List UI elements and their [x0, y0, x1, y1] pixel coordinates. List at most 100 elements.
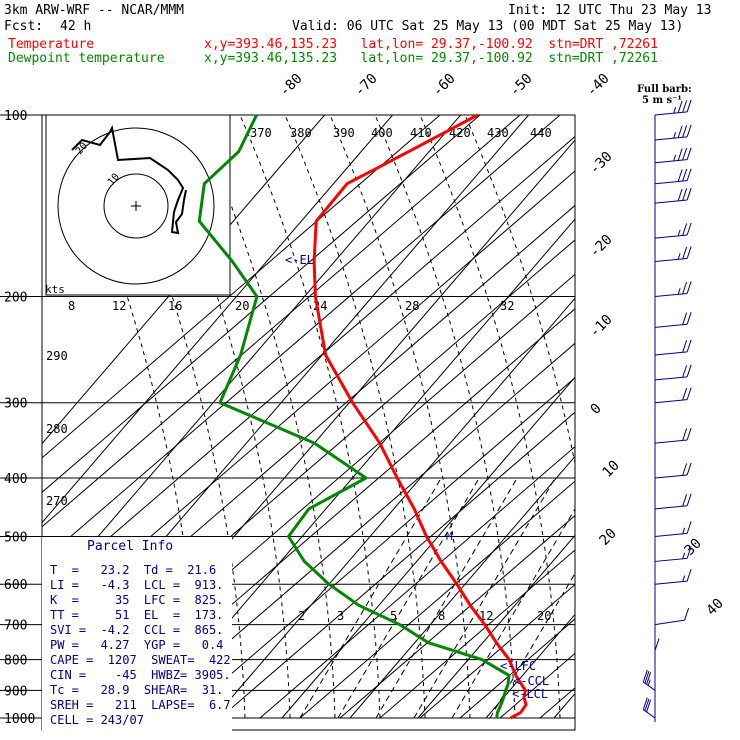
dry-adiabat [42, 115, 561, 562]
dry-adiabat-label-280: 280 [46, 422, 68, 436]
hodograph-trace [71, 124, 187, 235]
dry-adiabat-label-400: 400 [371, 126, 393, 140]
wind-barb-225 [654, 312, 692, 328]
dry-adiabat [379, 549, 575, 719]
dry-adiabat [499, 652, 575, 719]
isotherm--20 [213, 297, 575, 719]
model-title: 3km ARW-WRF -- NCAR/MMM [4, 3, 185, 18]
wind-barb-600 [654, 568, 692, 585]
dry-adiabat-label-430: 430 [487, 126, 509, 140]
dry-adiabat [580, 115, 740, 718]
wind-barb-500 [654, 521, 692, 537]
isotherm-label--10: -10 [587, 312, 616, 341]
ccl-marker: <-CCL [513, 674, 549, 688]
dry-adiabat [700, 115, 740, 718]
forecast-label: Fcst: [4, 19, 44, 34]
isotherm-20 [485, 613, 575, 719]
isotherm-label--30: -30 [587, 149, 616, 178]
lfc-marker: <-LFC [500, 659, 536, 673]
dry-adiabat-label-440: 440 [530, 126, 552, 140]
isotherm-0 [349, 455, 575, 719]
hodograph: kts 10 20 [45, 114, 231, 296]
isotherm-label--60: -60 [430, 71, 459, 100]
isotherm-label--20: -20 [587, 232, 616, 261]
wind-barb-140 [654, 187, 692, 204]
mixing-ratio-line [489, 572, 575, 719]
parcel-row-li: LI = -4.3 LCL = 913. [50, 578, 224, 592]
wind-barb-550 [654, 546, 692, 562]
level-markers: <-EL <-LFC <-CCL <-LCL M [285, 253, 549, 701]
moist-adiabat-label-32: 32 [500, 299, 514, 313]
isotherm--70 [42, 115, 393, 524]
isotherm-label-20: 20 [597, 526, 620, 549]
dry-adiabat-label-410: 410 [410, 126, 432, 140]
wind-barb-300 [654, 387, 692, 404]
init-time: Init: 12 UTC Thu 23 May 13 [508, 3, 712, 18]
dry-adiabat-label-370: 370 [250, 126, 272, 140]
moist-adiabat [464, 115, 575, 466]
wind-barb-200 [654, 281, 692, 298]
parcel-row-t: T = 23.2 Td = 21.6 [50, 563, 217, 577]
wind-barb-110 [654, 124, 692, 141]
pressure-tick-700: 700 [4, 619, 27, 634]
mixing-ratio-line [413, 479, 555, 719]
wind-barb-700 [654, 607, 690, 626]
parcel-row-cin: CIN = -45 HWBZ= 3905. [50, 668, 231, 682]
mixing-mark: M [446, 530, 453, 543]
dewpoint-legend-label: Dewpoint temperature [8, 51, 165, 66]
temperature-legend-label: Temperature [8, 37, 95, 52]
parcel-row-cape: CAPE = 1207 SWEAT= 422 [50, 653, 231, 667]
hodograph-kts-label: kts [45, 283, 65, 296]
isotherm-label--70: -70 [352, 71, 381, 100]
isotherm-10 [417, 534, 575, 719]
parcel-row-cell: CELL = 243/07 [50, 713, 144, 727]
wind-barb-130 [654, 168, 692, 185]
moist-adiabat-label-28: 28 [405, 299, 419, 313]
dry-adiabat [660, 115, 740, 718]
parcel-row-k: K = 35 LFC = 825. [50, 593, 224, 607]
wind-barb-100 [654, 99, 692, 116]
parcel-row-tt: TT = 51 EL = 173. [50, 608, 224, 622]
el-marker: <-EL [285, 253, 314, 267]
mixing-ratio-label-2: 2 [298, 609, 305, 623]
wind-barb-900 [642, 669, 656, 691]
profile-series [197, 113, 528, 720]
parcel-row-svi: SVI = -4.2 CCL = 865. [50, 623, 224, 637]
isotherm-label-10: 10 [600, 458, 623, 481]
hodograph-ring-inner [103, 173, 169, 239]
mixing-ratio-line [337, 479, 479, 719]
isotherm--30 [145, 218, 575, 719]
dry-adiabat [42, 115, 481, 493]
pressure-tick-300: 300 [4, 397, 27, 412]
barb-legend-line1: Full barb: [637, 84, 692, 95]
mixing-ratio-label-8: 8 [438, 609, 445, 623]
pressure-tick-200: 200 [4, 291, 27, 306]
pressure-tick-400: 400 [4, 472, 27, 487]
parcel-info-title: Parcel Info [87, 539, 174, 554]
isotherm-label--40: -40 [584, 71, 613, 100]
parcel-row-pw: PW = 4.27 YGP = 0.4 [50, 638, 224, 652]
dry-adiabat-label-290: 290 [46, 349, 68, 363]
moist-adiabat [329, 115, 471, 719]
wind-barb-275 [654, 364, 692, 381]
wind-barbs [642, 99, 692, 722]
dry-adiabat [339, 514, 575, 719]
dry-adiabat [42, 115, 521, 528]
mixing-ratio-label-5: 5 [390, 609, 397, 623]
moist-adiabat-label-16: 16 [168, 299, 182, 313]
wind-barb-175 [654, 246, 692, 263]
dry-adiabat [179, 377, 575, 719]
moist-adiabat [419, 115, 561, 719]
wind-barb-120 [654, 147, 692, 164]
moist-adiabat-label-8: 8 [68, 299, 75, 313]
mixing-ratio-label-3: 3 [337, 609, 344, 623]
barb-legend-line2: 5 m s⁻¹ [642, 95, 682, 106]
dry-adiabat-label-420: 420 [449, 126, 471, 140]
isotherm--60 [42, 115, 461, 603]
dry-adiabat-label-270: 270 [46, 494, 68, 508]
dry-adiabat [419, 583, 575, 719]
isotherm-label-40: 40 [704, 596, 727, 619]
hodograph-ring-outer [57, 127, 215, 285]
mixing-ratio-line [375, 479, 517, 719]
